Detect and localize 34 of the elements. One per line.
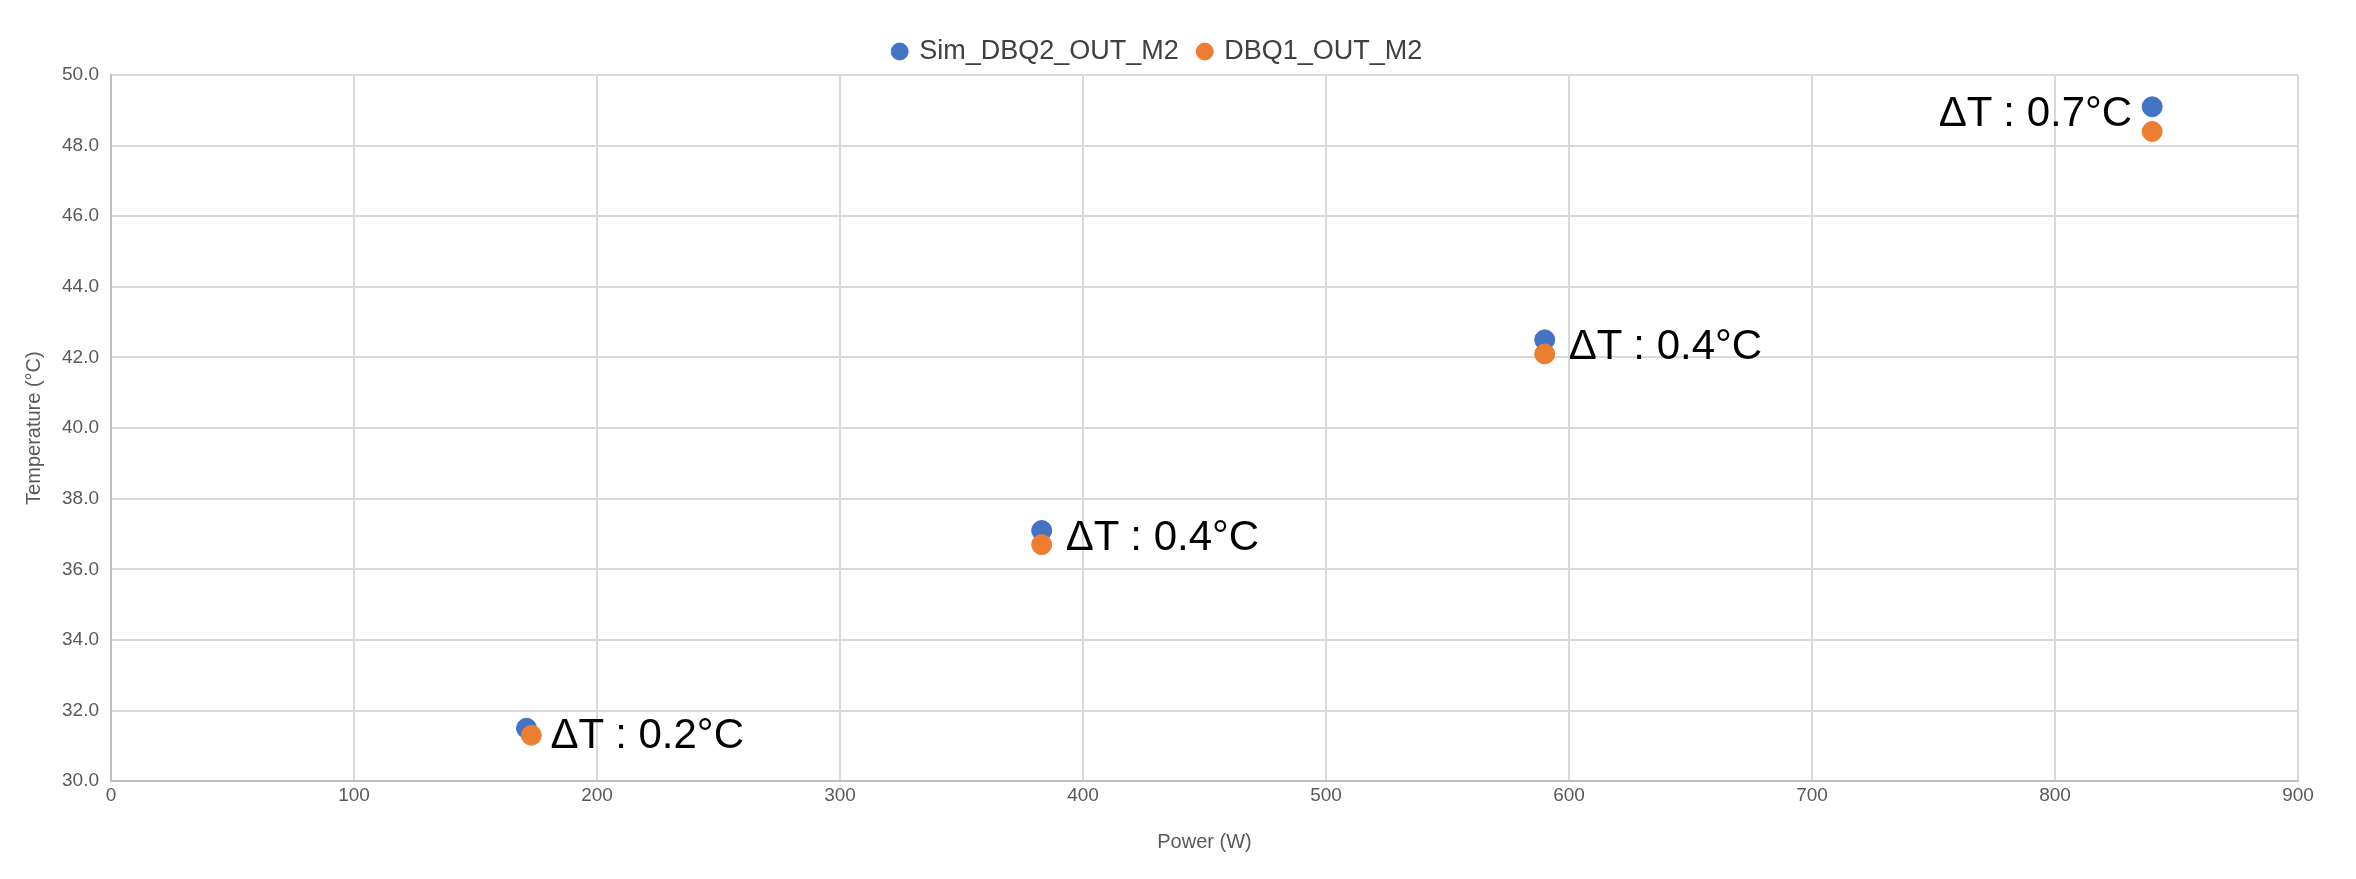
x-tick-label: 800 <box>2039 783 2071 805</box>
annotation: ΔT : 0.4°C <box>1065 512 1260 560</box>
y-tick-label: 36.0 <box>62 557 99 579</box>
y-tick-label: 42.0 <box>62 345 99 367</box>
y-tick-label: 30.0 <box>62 769 99 791</box>
legend-label: Sim_DBQ2_OUT_M2 <box>919 34 1179 65</box>
x-tick-label: 300 <box>824 783 856 805</box>
x-tick-label: 200 <box>581 783 613 805</box>
point <box>2141 96 2163 118</box>
x-tick-label: 0 <box>105 783 117 805</box>
y-tick-label: 46.0 <box>62 204 99 226</box>
point <box>1031 534 1053 556</box>
x-tick-label: 600 <box>1553 783 1585 805</box>
annotation: ΔT : 0.4°C <box>1568 321 1763 369</box>
x-tick-label: 900 <box>2282 783 2314 805</box>
x-tick-label: 700 <box>1796 783 1828 805</box>
x-tick-label: 500 <box>1310 783 1342 805</box>
annotation: ΔT : 0.2°C <box>550 709 744 757</box>
legend-label: DBQ1_OUT_M2 <box>1224 34 1423 65</box>
point <box>1534 343 1556 365</box>
y-tick-label: 34.0 <box>62 628 99 650</box>
y-tick-label: 44.0 <box>62 275 99 297</box>
y-tick-label: 40.0 <box>62 416 99 438</box>
y-tick-label: 32.0 <box>62 698 99 720</box>
x-axis-title: Power (W) <box>1157 829 1252 852</box>
point <box>520 724 542 746</box>
x-tick-label: 400 <box>1067 783 1099 805</box>
point <box>2141 121 2163 142</box>
y-tick-label: 50.0 <box>62 63 99 85</box>
y-axis-title: Temperature (°C) <box>21 351 44 505</box>
y-tick-label: 38.0 <box>62 486 99 508</box>
x-tick-label: 100 <box>338 783 370 805</box>
annotation: ΔT : 0.7°C <box>1938 88 2133 136</box>
y-tick-label: 48.0 <box>62 133 99 155</box>
